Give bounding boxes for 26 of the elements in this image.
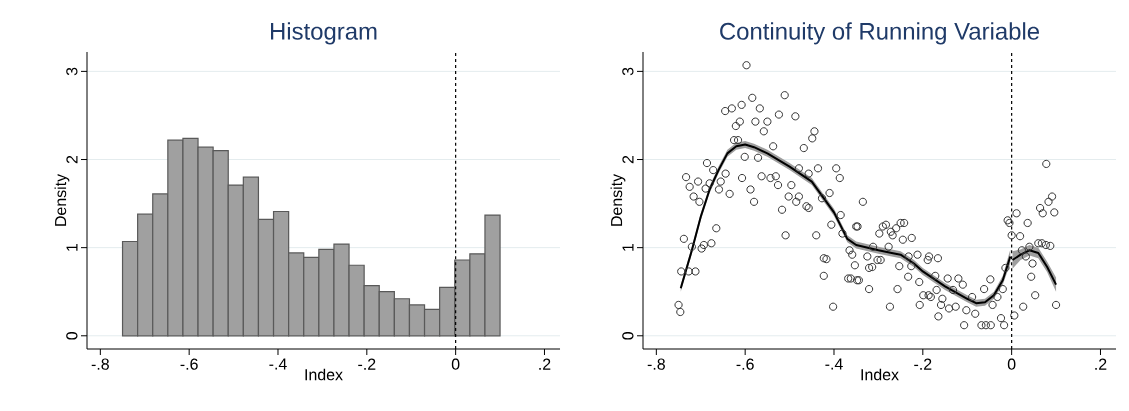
x-tick-label: -.6 — [180, 358, 198, 370]
x-tick-label: -.8 — [91, 358, 109, 370]
x-tick-label: 0 — [1007, 358, 1016, 370]
y-tick-label: 2 — [622, 155, 634, 164]
x-tick-label: -.6 — [736, 358, 754, 370]
x-tick-label: -.4 — [825, 358, 843, 370]
y-tick-label: 0 — [622, 331, 634, 340]
x-tick-label: -.4 — [269, 358, 287, 370]
x-tick-label: 0 — [451, 358, 460, 370]
x-axis-title: Index — [861, 368, 899, 381]
y-tick-label: 0 — [66, 331, 78, 340]
y-tick-label: 3 — [66, 67, 78, 76]
chart-title: Histogram — [271, 22, 377, 45]
x-tick-label: .2 — [539, 358, 551, 370]
y-axis-title: Density — [610, 173, 626, 226]
y-tick-label: 3 — [622, 67, 634, 76]
x-tick-label: -.2 — [914, 358, 932, 370]
x-tick-label: -.2 — [358, 358, 376, 370]
y-tick-label: 1 — [622, 244, 634, 251]
x-tick-label: -.8 — [647, 358, 665, 370]
x-tick-label: .2 — [1095, 358, 1107, 370]
x-axis-title: Index — [305, 368, 343, 381]
y-axis-title: Density — [54, 173, 70, 226]
y-tick-label: 1 — [66, 244, 78, 251]
y-tick-label: 2 — [66, 155, 78, 164]
chart-title: Continuity of Running Variable — [720, 22, 1040, 45]
